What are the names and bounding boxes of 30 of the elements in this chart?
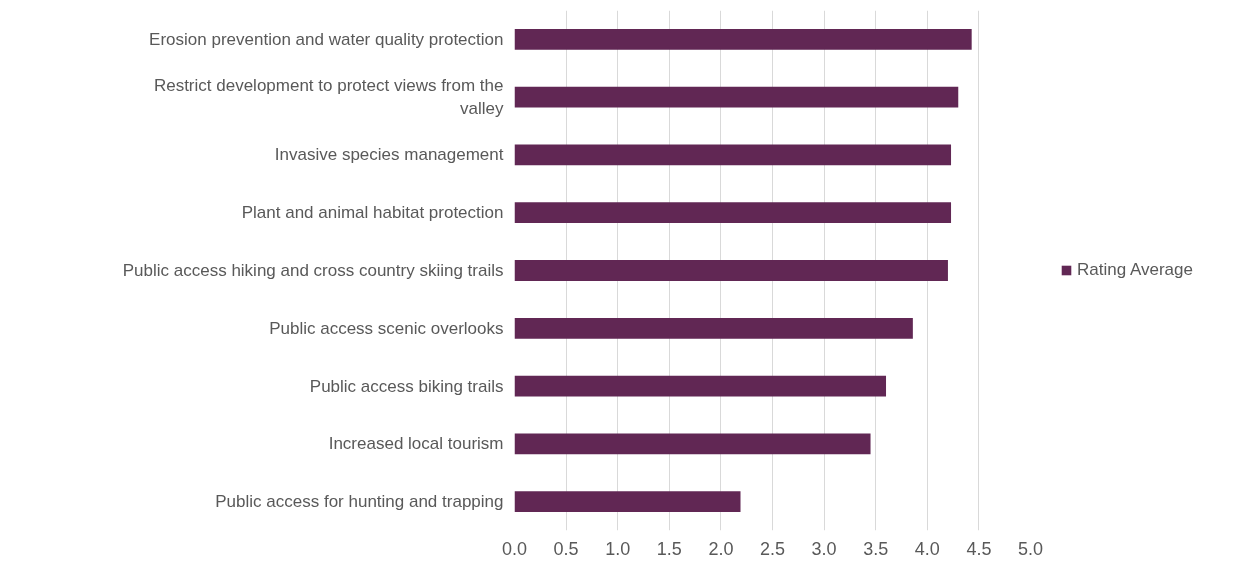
- x-tick-label: 4.0: [914, 538, 940, 559]
- y-tick-label: Increased local tourism: [328, 434, 504, 454]
- y-tick-label: Erosion prevention and water quality protection: [149, 29, 504, 49]
- bar: [514, 28, 972, 50]
- y-tick-label: Restrict development to protect views from the valley: [153, 76, 504, 119]
- bar: [514, 375, 887, 397]
- x-tick-label: 3.5: [863, 538, 889, 559]
- bar: [514, 144, 952, 166]
- bar: [514, 202, 952, 224]
- x-tick-label: 4.5: [966, 538, 992, 559]
- y-tick-label: Invasive species management: [274, 145, 504, 165]
- y-tick-label: Public access scenic overlooks: [269, 318, 504, 338]
- y-tick-label: Plant and animal habitat protection: [241, 203, 504, 223]
- x-tick-label: 2.0: [708, 538, 734, 559]
- x-tick-label: 1.0: [605, 538, 631, 559]
- bar: [514, 317, 913, 339]
- x-tick-label: 5.0: [1017, 538, 1044, 559]
- bar: [514, 433, 871, 455]
- x-tick-label: 0.0: [501, 538, 528, 559]
- x-tick-label: 0.5: [553, 538, 579, 559]
- bar: [514, 86, 959, 108]
- bar: [514, 491, 741, 513]
- legend-label: Rating Average: [1077, 260, 1193, 280]
- y-tick-label: Public access biking trails: [309, 376, 504, 396]
- y-tick-label: Public access for hunting and trapping: [215, 492, 504, 512]
- x-tick-label: 1.5: [656, 538, 682, 559]
- y-tick-label: Public access hiking and cross country skiing trails: [122, 261, 504, 280]
- bar: [514, 260, 948, 281]
- x-tick-label: 2.5: [759, 538, 786, 559]
- x-tick-label: 3.0: [811, 538, 837, 559]
